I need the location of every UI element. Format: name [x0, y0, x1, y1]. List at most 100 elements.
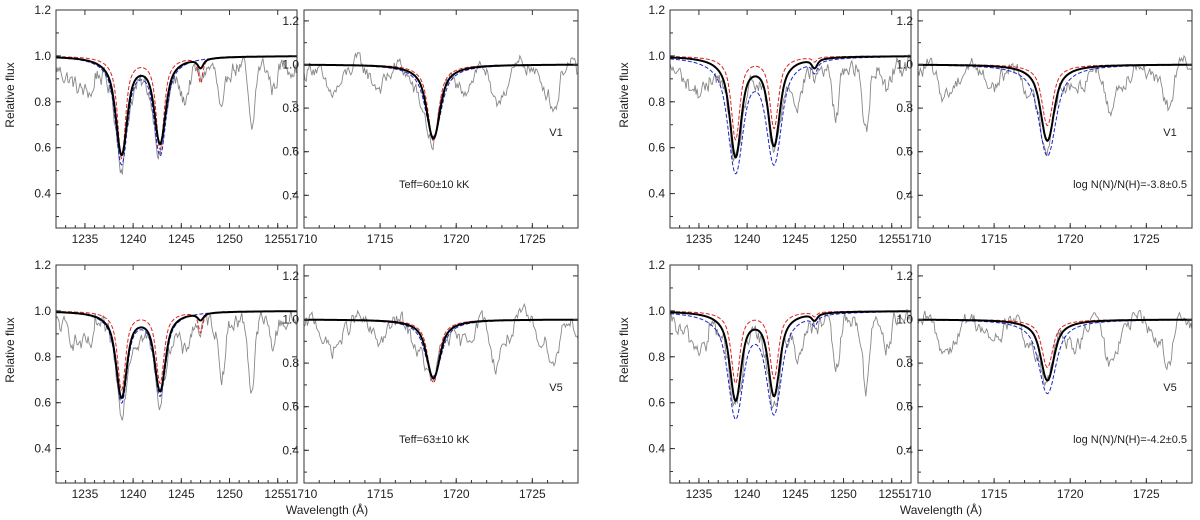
- xtick-label: 1235: [686, 487, 713, 501]
- panel-right-top-right: 0.4 0.6 0.8 1.0 1.2 1710 1715 1720 1725 V1 log N(N…: [896, 9, 1193, 246]
- ytick-label: 0.6: [648, 141, 665, 155]
- plot-frame: [917, 264, 1193, 484]
- xtick-label: 1250: [830, 232, 857, 246]
- ytick-label: 1.2: [282, 269, 299, 283]
- xtick-label: 1245: [782, 232, 809, 246]
- ylabel-right-top: Relative flux: [617, 62, 631, 127]
- model-black-curve: [56, 310, 297, 400]
- model-black-curve: [918, 63, 1192, 142]
- plot-frame: [55, 9, 298, 229]
- xtick-label: 1725: [1133, 232, 1160, 246]
- ytick-label: 0.6: [896, 145, 913, 159]
- xtick-label: 1710: [291, 232, 318, 246]
- ytick-label: 1.0: [648, 49, 665, 63]
- model-blue-curve: [56, 55, 297, 166]
- xtick-label: 1255: [264, 487, 291, 501]
- xtick-label: 1720: [443, 232, 470, 246]
- ytick-label: 1.0: [282, 313, 299, 327]
- ytick-label: 0.8: [282, 101, 299, 115]
- ytick-label: 0.6: [896, 400, 913, 414]
- xtick-label: 1710: [291, 487, 318, 501]
- panel-left-top-right: 0.4 0.6 0.8 1.0 1.2 1710 1715 1720 1725 V1 Teff=60…: [282, 9, 579, 246]
- xtick-label: 1725: [1133, 487, 1160, 501]
- ytick-label: 1.2: [896, 14, 913, 28]
- ytick-label: 0.4: [282, 443, 299, 457]
- ytick-label: 0.8: [34, 95, 51, 109]
- xtick-label: 1255: [878, 487, 905, 501]
- ytick-label: 0.8: [282, 356, 299, 370]
- xtick-label: 1255: [264, 232, 291, 246]
- xtick-label: 1720: [1057, 487, 1084, 501]
- ytick-label: 1.2: [896, 269, 913, 283]
- model-black-curve: [670, 55, 911, 159]
- ylabel-left-bottom: Relative flux: [3, 317, 17, 382]
- plot-frame: [669, 9, 912, 229]
- xtick-label: 1710: [905, 487, 932, 501]
- model-red-curve: [56, 55, 297, 160]
- xlabel-left: Wavelength (Å): [286, 502, 368, 517]
- panel-left-top-left: 0.4 0.6 0.8 1.0 1.2 1235 1240 1245 1250 1255: [34, 3, 298, 246]
- xtick-label: 1250: [216, 232, 243, 246]
- star-label: V1: [1163, 127, 1176, 139]
- ytick-label: 1.0: [648, 304, 665, 318]
- ytick-label: 1.0: [34, 304, 51, 318]
- xtick-label: 1715: [981, 487, 1008, 501]
- ytick-label: 0.4: [282, 188, 299, 202]
- xtick-label: 1715: [981, 232, 1008, 246]
- ytick-label: 0.4: [34, 442, 51, 456]
- ytick-label: 0.4: [648, 187, 665, 201]
- observed-spectrum: [918, 309, 1192, 387]
- ytick-label: 1.0: [282, 58, 299, 72]
- xtick-label: 1250: [830, 487, 857, 501]
- ytick-label: 0.4: [648, 442, 665, 456]
- ytick-label: 1.2: [34, 258, 51, 272]
- ytick-label: 1.2: [34, 3, 51, 17]
- ytick-label: 1.0: [896, 313, 913, 327]
- plot-frame: [303, 9, 579, 229]
- panel-left-bottom-left: 0.4 0.6 0.8 1.0 1.2 1235 1240 1245 1250 1255: [34, 258, 298, 501]
- xtick-label: 1250: [216, 487, 243, 501]
- xtick-label: 1235: [686, 232, 713, 246]
- ytick-label: 1.2: [282, 14, 299, 28]
- ytick-label: 1.2: [648, 258, 665, 272]
- plot-frame: [669, 264, 912, 484]
- ytick-label: 1.0: [34, 49, 51, 63]
- xtick-label: 1240: [734, 487, 761, 501]
- panels-layer: 0.4 0.6 0.8 1.0 1.2 1235 1240 1245 1250 1255 0.4 0.…: [34, 3, 1193, 501]
- xtick-label: 1720: [1057, 232, 1084, 246]
- model-blue-curve: [670, 56, 911, 175]
- xtick-label: 1725: [519, 232, 546, 246]
- model-red-curve: [56, 310, 297, 391]
- ytick-label: 0.8: [34, 350, 51, 364]
- observed-spectrum: [670, 54, 911, 162]
- ytick-label: 0.8: [896, 101, 913, 115]
- ytick-label: 0.6: [282, 400, 299, 414]
- ytick-label: 0.8: [896, 356, 913, 370]
- xtick-label: 1245: [168, 487, 195, 501]
- model-black-curve: [670, 310, 911, 403]
- ytick-label: 1.0: [896, 58, 913, 72]
- model-black-curve: [918, 318, 1192, 382]
- observed-spectrum: [670, 308, 911, 409]
- xtick-label: 1710: [905, 232, 932, 246]
- observed-spectrum: [304, 302, 578, 384]
- xtick-label: 1240: [120, 232, 147, 246]
- ytick-label: 0.4: [34, 187, 51, 201]
- xtick-label: 1245: [168, 232, 195, 246]
- star-label: V1: [549, 127, 562, 139]
- observed-spectrum: [56, 56, 297, 175]
- parameter-label: Teff=63±10 kK: [399, 434, 470, 446]
- ytick-label: 0.6: [648, 396, 665, 410]
- star-label: V5: [1163, 382, 1176, 394]
- xtick-label: 1725: [519, 487, 546, 501]
- panel-right-top-left: 0.4 0.6 0.8 1.0 1.2 1235 1240 1245 1250 1255: [648, 3, 912, 246]
- xtick-label: 1240: [120, 487, 147, 501]
- observed-spectrum: [56, 310, 297, 421]
- xtick-label: 1720: [443, 487, 470, 501]
- model-black-curve: [304, 63, 578, 140]
- xtick-label: 1235: [72, 232, 99, 246]
- ytick-label: 0.4: [896, 443, 913, 457]
- ytick-label: 0.6: [34, 396, 51, 410]
- ytick-label: 0.4: [896, 188, 913, 202]
